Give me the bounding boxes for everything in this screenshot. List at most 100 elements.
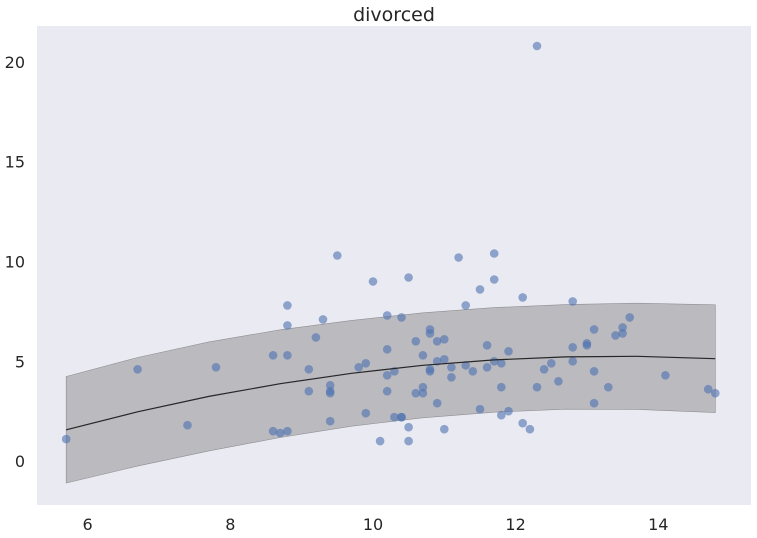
data-point bbox=[604, 382, 613, 392]
data-point bbox=[325, 416, 335, 426]
data-point bbox=[504, 347, 513, 356]
data-point bbox=[497, 410, 506, 420]
data-point bbox=[518, 418, 527, 428]
y-tick-label: 0 bbox=[15, 452, 25, 471]
data-point bbox=[304, 386, 314, 396]
data-point bbox=[447, 373, 456, 382]
data-point bbox=[525, 424, 535, 434]
data-point bbox=[489, 275, 499, 284]
y-tick-label: 15 bbox=[5, 153, 25, 172]
data-point bbox=[368, 277, 378, 286]
data-point bbox=[497, 359, 506, 368]
data-point bbox=[518, 293, 527, 302]
y-tick-label: 5 bbox=[15, 352, 25, 371]
data-point bbox=[703, 384, 713, 394]
data-point bbox=[589, 398, 599, 408]
data-point bbox=[468, 367, 478, 376]
data-point bbox=[425, 329, 435, 338]
fit-line bbox=[66, 355, 716, 431]
data-point bbox=[325, 388, 335, 398]
data-point bbox=[283, 321, 292, 330]
data-point bbox=[425, 367, 435, 376]
data-point bbox=[589, 367, 599, 376]
data-point bbox=[382, 345, 392, 354]
data-point bbox=[283, 301, 292, 310]
y-tick-labels: 0 5 10 15 20 bbox=[5, 53, 25, 471]
data-point bbox=[61, 434, 71, 444]
data-point bbox=[404, 273, 413, 282]
data-point bbox=[268, 351, 278, 360]
data-point bbox=[618, 323, 627, 332]
data-point bbox=[183, 420, 192, 430]
data-point bbox=[411, 388, 421, 398]
data-point bbox=[454, 253, 463, 262]
data-point bbox=[432, 337, 442, 346]
data-point bbox=[482, 341, 492, 350]
data-point bbox=[532, 41, 542, 51]
data-point bbox=[390, 412, 399, 422]
data-point bbox=[397, 412, 406, 422]
data-point bbox=[397, 313, 406, 322]
data-point bbox=[418, 382, 428, 392]
data-point bbox=[661, 371, 670, 380]
data-point bbox=[133, 365, 142, 374]
data-point bbox=[547, 359, 556, 368]
data-point bbox=[539, 365, 549, 374]
data-point bbox=[411, 337, 421, 346]
data-point bbox=[589, 325, 599, 334]
x-tick-label: 8 bbox=[225, 515, 235, 534]
x-tick-label: 10 bbox=[363, 515, 383, 534]
data-point bbox=[382, 386, 392, 396]
data-point bbox=[440, 355, 449, 364]
data-point bbox=[618, 329, 627, 338]
data-point bbox=[283, 426, 292, 436]
data-point bbox=[432, 357, 442, 366]
x-tick-label: 12 bbox=[505, 515, 525, 534]
data-point bbox=[497, 382, 506, 392]
data-point bbox=[382, 371, 392, 380]
data-point bbox=[568, 297, 577, 306]
y-tick-label: 10 bbox=[5, 253, 25, 272]
data-point bbox=[489, 357, 499, 366]
data-point bbox=[354, 363, 364, 372]
data-point bbox=[568, 357, 577, 366]
data-point bbox=[211, 363, 221, 372]
data-point bbox=[447, 363, 456, 372]
data-point bbox=[275, 428, 285, 438]
data-point bbox=[489, 249, 499, 258]
data-point bbox=[711, 388, 720, 398]
data-point bbox=[382, 311, 392, 320]
fit-line-layer bbox=[66, 355, 716, 431]
data-point bbox=[268, 426, 278, 436]
data-point bbox=[375, 436, 385, 446]
data-point bbox=[504, 406, 513, 416]
data-point bbox=[582, 341, 592, 350]
data-point bbox=[440, 424, 449, 434]
y-tick-label: 20 bbox=[5, 53, 25, 72]
data-point bbox=[611, 331, 620, 340]
x-tick-label: 6 bbox=[83, 515, 93, 534]
chart-title: divorced bbox=[353, 4, 435, 26]
data-point bbox=[325, 381, 335, 390]
data-point bbox=[461, 361, 471, 370]
data-point bbox=[482, 363, 492, 372]
data-point bbox=[333, 251, 342, 260]
data-point bbox=[311, 333, 321, 342]
data-point bbox=[283, 351, 292, 360]
data-point bbox=[532, 382, 542, 392]
points-layer bbox=[61, 41, 720, 446]
x-tick-label: 14 bbox=[648, 515, 668, 534]
data-point bbox=[404, 422, 413, 432]
data-point bbox=[361, 359, 371, 368]
data-point bbox=[418, 351, 428, 360]
data-point bbox=[554, 377, 563, 386]
data-point bbox=[404, 436, 413, 446]
data-point bbox=[304, 365, 314, 374]
data-point bbox=[432, 398, 442, 408]
data-point bbox=[461, 301, 471, 310]
data-point bbox=[440, 335, 449, 344]
data-point bbox=[318, 315, 328, 324]
data-point bbox=[418, 388, 428, 398]
data-point bbox=[361, 408, 371, 418]
